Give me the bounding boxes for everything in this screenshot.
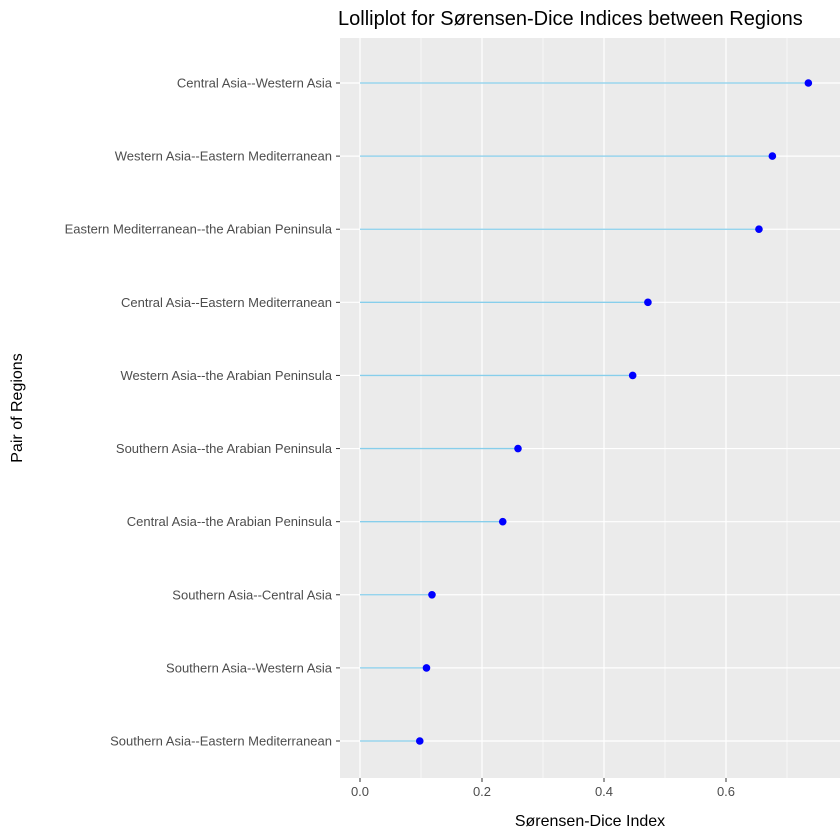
y-axis-ticks: Central Asia--Western Asia Western Asia--…: [65, 76, 340, 749]
x-axis-ticks: 0.0 0.2 0.4 0.6: [351, 778, 735, 799]
lollipop-point: [628, 371, 637, 380]
y-tick-label: Southern Asia--Central Asia: [172, 587, 332, 602]
y-tick-label: Southern Asia--the Arabian Peninsula: [116, 441, 333, 456]
y-tick-label: Western Asia--the Arabian Peninsula: [121, 368, 333, 383]
lollipop-point: [644, 298, 652, 307]
lollipop-point: [422, 664, 431, 672]
x-tick-label: 0.6: [717, 784, 735, 799]
y-tick-label: Central Asia--Western Asia: [177, 76, 333, 91]
lollipop-point: [428, 590, 436, 599]
lollipop-point: [755, 225, 763, 234]
chart-title: Lolliplot for Sørensen-Dice Indices betw…: [338, 8, 803, 30]
lollipop-point: [498, 517, 507, 526]
y-tick-label: Central Asia--Eastern Mediterranean: [121, 295, 332, 310]
y-tick-label: Southern Asia--Eastern Mediterranean: [110, 734, 332, 749]
y-tick-label: Western Asia--Eastern Mediterranean: [115, 149, 332, 164]
lollipop-stems: [360, 82, 809, 742]
x-tick-label: 0.0: [351, 784, 369, 799]
y-axis-title: Pair of Regions: [9, 353, 26, 462]
lollipop-point: [804, 79, 813, 87]
y-tick-label: Eastern Mediterranean--the Arabian Penin…: [65, 222, 333, 237]
lollipop-points: [415, 79, 813, 745]
lollipop-point: [768, 152, 777, 160]
y-tick-label: Southern Asia--Western Asia: [166, 660, 333, 675]
plot-panel: [340, 38, 840, 778]
x-tick-label: 0.4: [595, 784, 613, 799]
lollipop-point: [514, 444, 522, 453]
x-tick-label: 0.2: [473, 784, 491, 799]
y-tick-label: Central Asia--the Arabian Peninsula: [127, 514, 333, 529]
lollipop-point: [415, 737, 424, 745]
x-axis-title: Sørensen-Dice Index: [515, 813, 665, 830]
